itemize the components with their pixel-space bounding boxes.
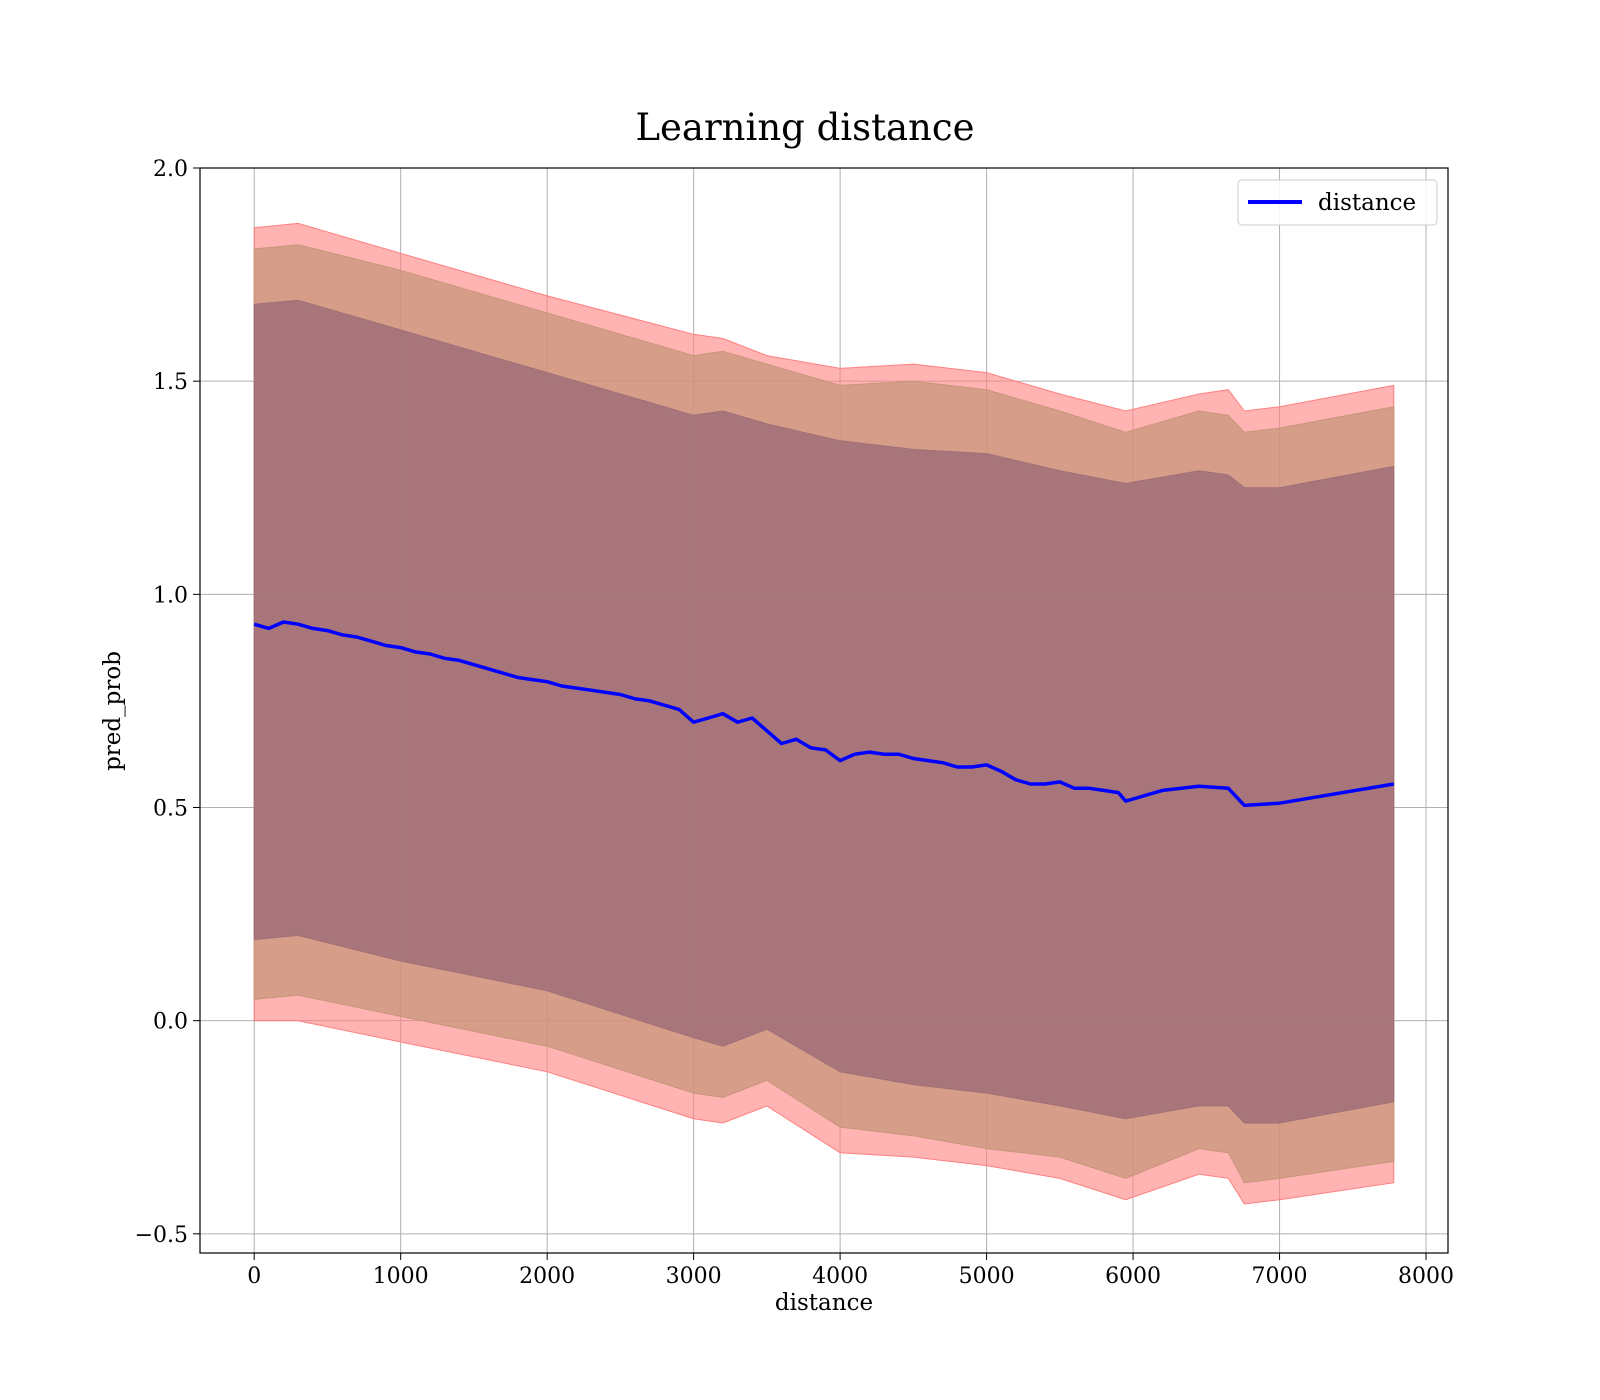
chart-title: Learning distance: [635, 106, 974, 149]
y-axis-label: pred_prob: [100, 651, 126, 771]
band-inner: [253, 299, 1395, 1124]
y-tick-label: 2.0: [153, 157, 188, 182]
series-lines: [253, 620, 1395, 808]
series-line-distance: [253, 620, 1395, 808]
y-tick-label: −0.5: [135, 1223, 188, 1248]
x-tick-label: 6000: [1105, 1264, 1161, 1289]
x-axis-label: distance: [775, 1290, 873, 1316]
plot-frame: [199, 167, 1449, 1254]
x-tick-label: 2000: [519, 1264, 575, 1289]
legend: distance: [1237, 179, 1438, 226]
confidence-bands: [253, 222, 1395, 1205]
y-tick-label: 0.0: [153, 1010, 188, 1035]
y-tick-label: 0.5: [153, 796, 188, 821]
x-tick-label: 4000: [812, 1264, 868, 1289]
x-tick-label: 1000: [373, 1264, 429, 1289]
x-tick-label: 7000: [1252, 1264, 1308, 1289]
y-axis-ticks: −0.5 0.0 0.5 1.0 1.5 2.0: [135, 157, 200, 1248]
x-axis-ticks: 0 1000 2000 3000 4000 5000 6000 7000 8000: [247, 1253, 1454, 1289]
x-tick-label: 8000: [1398, 1264, 1454, 1289]
x-tick-label: 5000: [959, 1264, 1015, 1289]
legend-box: [1237, 179, 1438, 226]
x-tick-label: 3000: [666, 1264, 722, 1289]
legend-label: distance: [1318, 190, 1416, 216]
x-tick-label: 0: [247, 1264, 261, 1289]
y-tick-label: 1.5: [153, 370, 188, 395]
y-tick-label: 1.0: [153, 583, 188, 608]
